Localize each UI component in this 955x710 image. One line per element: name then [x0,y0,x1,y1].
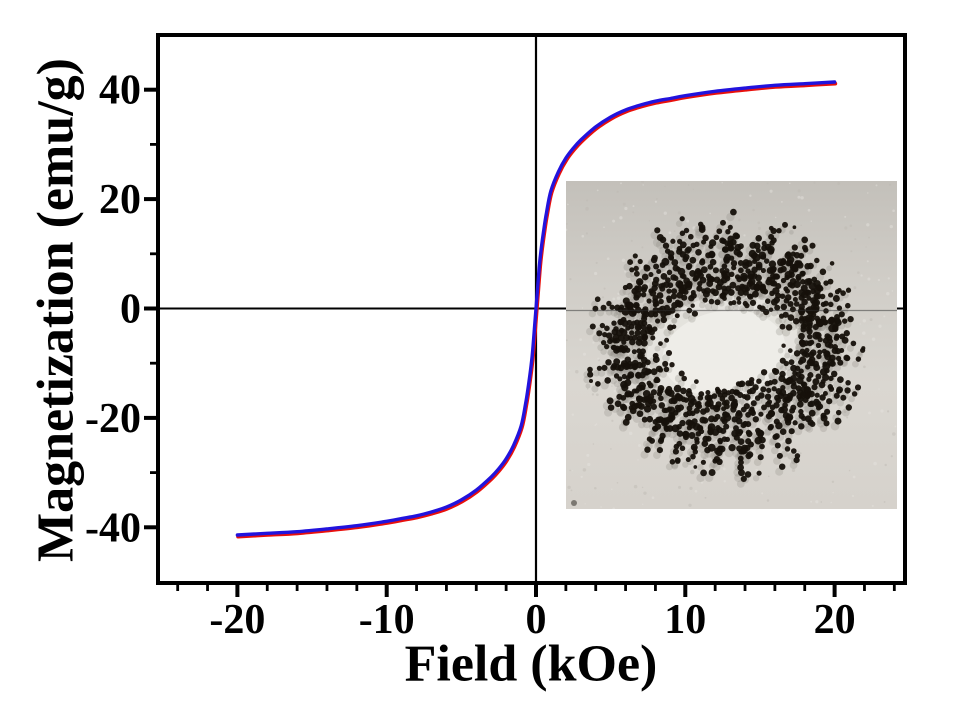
x-tick-label: 10 [664,597,706,643]
x-tick-label: 20 [814,597,856,643]
y-tick-label: 0 [120,287,141,333]
x-tick-label: -10 [359,597,415,643]
y-tick-label: -20 [85,396,141,442]
plot-border [156,33,907,585]
mh-curves [235,80,838,539]
y-tick-label: 40 [99,68,141,114]
inset-photo [566,181,897,509]
x-axis-title: Field (kOe) [404,635,658,693]
x-tick-label: -20 [209,597,265,643]
y-axis-ticks: -40 -20 0 20 40 [85,68,158,551]
y-axis-title: Magnetization (emu/g) [27,57,85,563]
curve-field-sweep-up [235,80,837,537]
x-tick-label: 0 [526,597,547,643]
inset-corner-speck [571,500,577,506]
y-tick-label: -40 [85,505,141,551]
y-tick-label: 20 [99,177,141,223]
inset-particles [587,208,866,483]
